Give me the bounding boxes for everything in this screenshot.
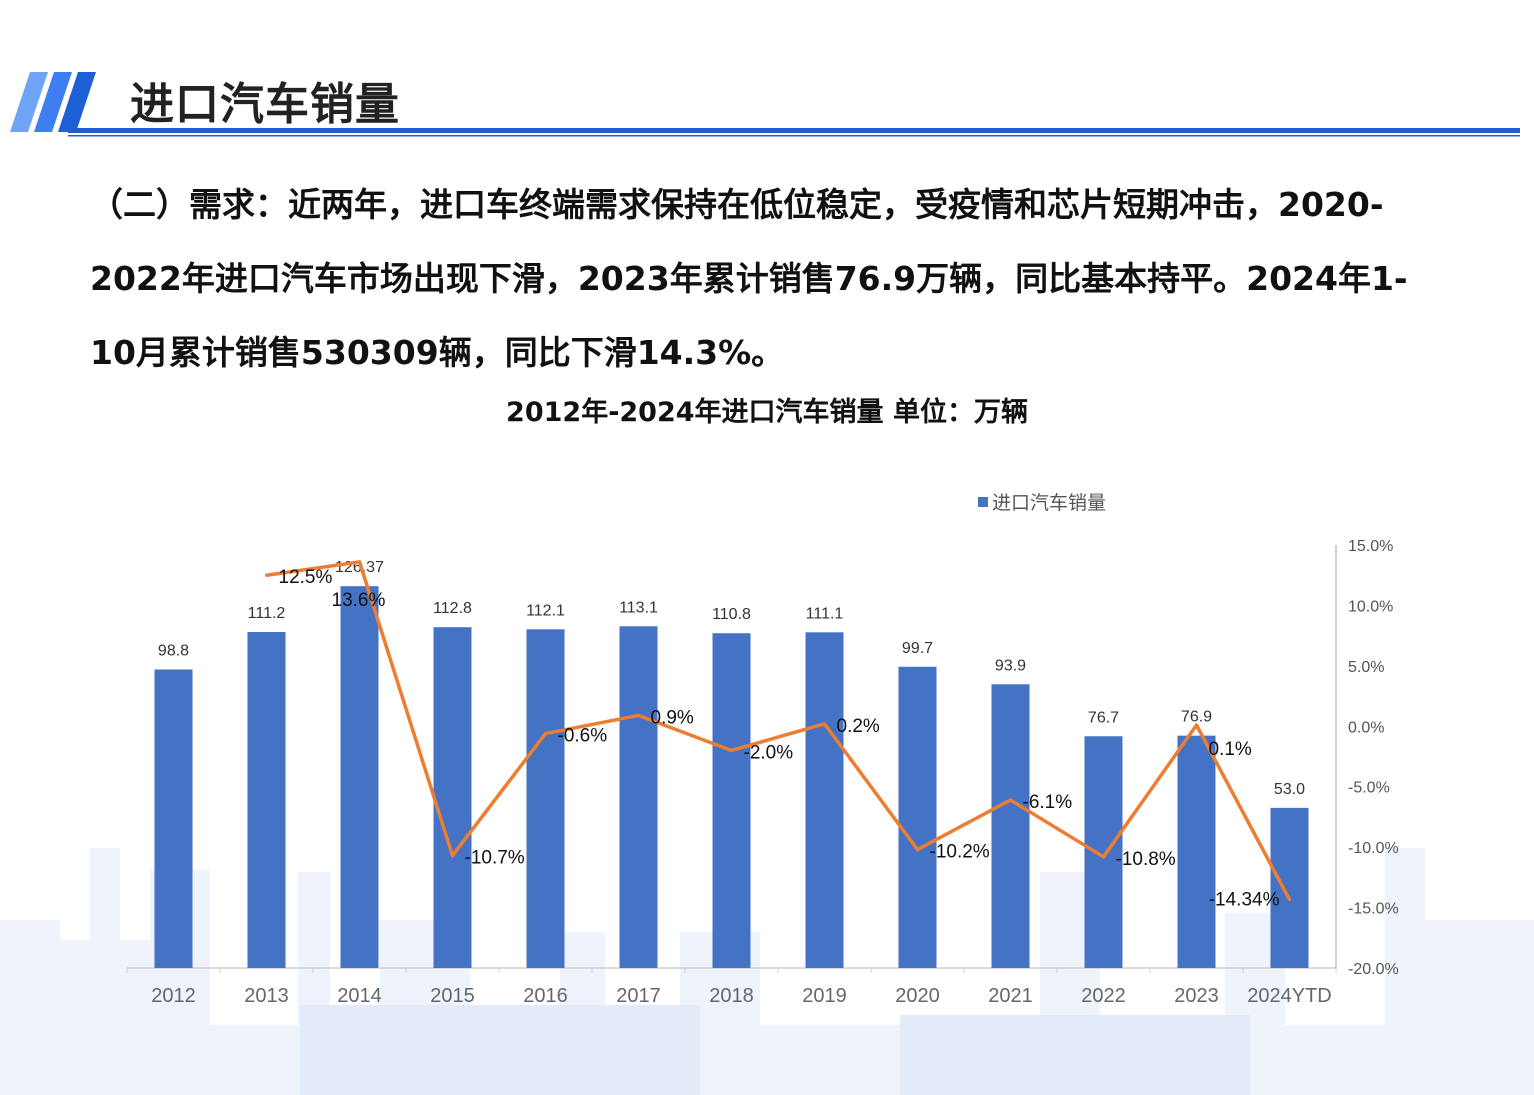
growth-point-2024YTD <box>1288 898 1291 902</box>
right-tick-label: -10.0% <box>1348 840 1399 857</box>
body-paragraph: （二）需求：近两年，进口车终端需求保持在低位稳定，受疫情和芯片短期冲击，2020… <box>90 185 1408 372</box>
x-tick-label-2014: 2014 <box>337 985 382 1007</box>
right-tick-label: 5.0% <box>1348 659 1384 676</box>
x-tick-label-2019: 2019 <box>802 985 847 1007</box>
x-tick-label-2013: 2013 <box>244 985 289 1007</box>
bar-label-2022: 76.7 <box>1088 709 1119 726</box>
growth-point-2018 <box>730 748 733 752</box>
growth-label-2019: 0.2% <box>837 716 880 737</box>
header-rule <box>68 128 1520 133</box>
bar-label-2012: 98.8 <box>158 642 189 659</box>
right-tick-label: 10.0% <box>1348 598 1393 615</box>
bar-2012 <box>154 669 193 968</box>
growth-label-2022: -10.8% <box>1116 849 1176 870</box>
bar-2019 <box>805 632 844 968</box>
growth-point-2013 <box>265 573 268 577</box>
growth-point-2021 <box>1009 798 1012 802</box>
bar-label-2016: 112.1 <box>526 602 565 619</box>
growth-point-2014 <box>358 560 361 564</box>
page-title: 进口汽车销量 <box>130 79 400 130</box>
bar-label-2020: 99.7 <box>902 640 933 657</box>
bar-2015 <box>433 627 472 968</box>
bar-label-2013: 111.2 <box>248 605 286 622</box>
growth-label-2015: -10.7% <box>465 848 525 869</box>
x-tick-label-2022: 2022 <box>1081 985 1126 1007</box>
bar-label-2024YTD: 53.0 <box>1274 781 1305 798</box>
growth-line <box>266 560 1292 901</box>
bar-label-2021: 93.9 <box>995 657 1026 674</box>
bar-label-2017: 113.1 <box>619 599 658 616</box>
growth-label-2024YTD: -14.34% <box>1209 890 1280 911</box>
bar-2018 <box>712 633 751 968</box>
growth-point-2023 <box>1195 723 1198 727</box>
x-tick-label-2017: 2017 <box>616 985 661 1007</box>
legend-label: 进口汽车销量 <box>992 492 1107 514</box>
growth-label-2020: -10.2% <box>930 842 990 863</box>
bar-2021 <box>991 684 1030 968</box>
right-tick-label: -15.0% <box>1348 901 1399 918</box>
x-tick-label-2021: 2021 <box>988 985 1033 1007</box>
bar-label-2019: 111.1 <box>806 605 844 622</box>
x-tick-label-2018: 2018 <box>709 985 754 1007</box>
growth-label-2018: -2.0% <box>744 742 794 763</box>
growth-label-2023: 0.1% <box>1209 739 1252 760</box>
growth-label-2017: 0.9% <box>651 707 694 728</box>
bar-label-2018: 110.8 <box>712 606 751 623</box>
bar-2022 <box>1084 736 1123 968</box>
bar-label-2023: 76.9 <box>1181 709 1212 726</box>
bar-2020 <box>898 666 937 968</box>
header-stripes-icon <box>10 72 96 132</box>
growth-point-2019 <box>823 722 826 726</box>
bar-2016 <box>526 629 565 968</box>
header-decoration <box>10 72 1520 137</box>
x-tick-label-2020: 2020 <box>895 985 940 1007</box>
legend-swatch-bar <box>978 496 988 507</box>
bar-label-2015: 112.8 <box>433 600 472 617</box>
right-tick-label: -5.0% <box>1348 780 1390 797</box>
growth-label-2021: -6.1% <box>1023 792 1073 813</box>
right-tick-label: -20.0% <box>1348 961 1399 978</box>
growth-label-2016: -0.6% <box>558 726 608 747</box>
chart-title: 2012年-2024年进口汽车销量 单位：万辆 <box>506 397 1028 428</box>
chart-legend: 进口汽车销量 <box>978 488 1106 515</box>
x-tick-label-2023: 2023 <box>1174 985 1219 1007</box>
right-tick-label: 0.0% <box>1348 719 1384 736</box>
growth-point-2015 <box>451 854 454 858</box>
x-tick-label-2015: 2015 <box>430 985 475 1007</box>
bar-2023 <box>1177 735 1216 968</box>
x-tick-label-2012: 2012 <box>151 985 196 1007</box>
bar-2014 <box>340 586 379 968</box>
right-tick-label: 15.0% <box>1348 538 1393 555</box>
growth-point-2020 <box>916 848 919 852</box>
x-tick-label-2024YTD: 2024YTD <box>1247 985 1332 1007</box>
growth-point-2017 <box>637 713 640 717</box>
bar-2013 <box>247 632 286 968</box>
bar-2017 <box>619 626 658 968</box>
growth-point-2016 <box>544 732 547 736</box>
x-tick-label-2016: 2016 <box>523 985 568 1007</box>
growth-label-2014: 13.6% <box>332 590 386 611</box>
growth-point-2022 <box>1102 855 1105 859</box>
growth-label-2013: 12.5% <box>279 567 333 588</box>
bar-2024YTD <box>1270 807 1309 968</box>
